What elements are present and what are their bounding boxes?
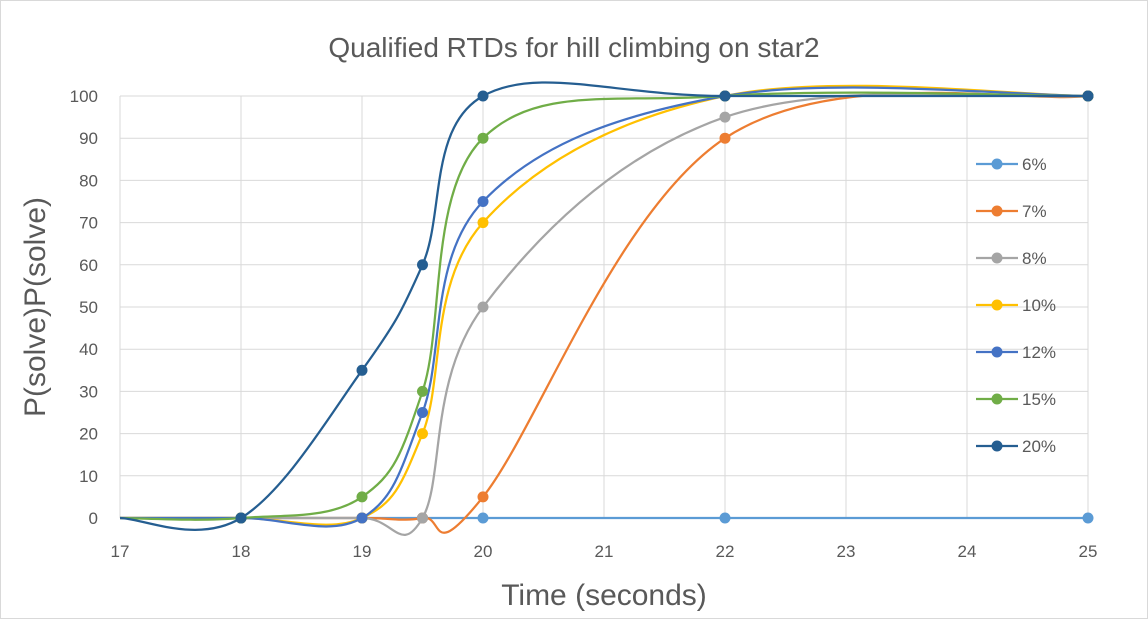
data-point bbox=[417, 385, 428, 397]
legend-item: 10% bbox=[976, 296, 1056, 315]
data-point bbox=[477, 217, 489, 229]
data-point bbox=[417, 428, 428, 440]
y-tick-label: 10 bbox=[79, 467, 98, 486]
y-tick-label: 70 bbox=[79, 214, 98, 233]
legend-item: 12% bbox=[976, 343, 1056, 362]
y-tick-label: 60 bbox=[79, 256, 98, 275]
legend-item: 8% bbox=[976, 249, 1047, 268]
y-tick-label: 80 bbox=[79, 171, 98, 190]
data-point bbox=[719, 111, 731, 123]
y-axis-ticks: 0 10 20 30 40 50 60 70 80 90 100 bbox=[70, 87, 98, 528]
y-tick-label: 100 bbox=[70, 87, 98, 106]
y-tick-label: 90 bbox=[79, 129, 98, 148]
data-point bbox=[477, 512, 489, 524]
legend-swatch-marker bbox=[991, 205, 1003, 217]
y-axis-title: P(solve)P(solve) bbox=[19, 197, 52, 417]
legend-label: 7% bbox=[1022, 202, 1047, 221]
x-tick-label: 23 bbox=[837, 542, 856, 561]
x-tick-label: 19 bbox=[353, 542, 372, 561]
data-point bbox=[719, 90, 731, 102]
x-tick-label: 20 bbox=[474, 542, 493, 561]
x-tick-label: 18 bbox=[232, 542, 251, 561]
data-point bbox=[477, 196, 489, 207]
legend-label: 15% bbox=[1022, 390, 1056, 409]
series-line bbox=[119, 91, 1089, 521]
y-tick-label: 50 bbox=[79, 298, 98, 317]
x-tick-label: 17 bbox=[111, 542, 130, 561]
legend-label: 8% bbox=[1022, 249, 1047, 268]
x-axis-title: Time (seconds) bbox=[501, 579, 707, 612]
data-point bbox=[477, 491, 489, 503]
chart-title: Qualified RTDs for hill climbing on star… bbox=[328, 32, 819, 63]
series-4 bbox=[120, 84, 1094, 526]
y-tick-label: 30 bbox=[79, 382, 98, 401]
legend-swatch-marker bbox=[991, 299, 1003, 311]
series-group bbox=[119, 81, 1094, 536]
x-tick-label: 21 bbox=[595, 542, 614, 561]
legend-swatch-marker bbox=[991, 346, 1003, 358]
gridlines bbox=[119, 95, 1089, 519]
y-tick-label: 0 bbox=[89, 509, 98, 528]
legend-swatch-marker bbox=[991, 252, 1003, 264]
data-point bbox=[356, 512, 368, 524]
y-tick-label: 40 bbox=[79, 340, 98, 359]
y-tick-label: 20 bbox=[79, 425, 98, 444]
series-line bbox=[119, 81, 1088, 531]
data-point bbox=[477, 90, 489, 102]
data-point bbox=[1082, 512, 1094, 524]
x-tick-label: 24 bbox=[958, 542, 977, 561]
legend-item: 6% bbox=[976, 155, 1047, 174]
data-point bbox=[356, 491, 368, 503]
legend-label: 20% bbox=[1022, 437, 1056, 456]
legend-swatch-marker bbox=[991, 393, 1003, 405]
series-3 bbox=[120, 90, 1094, 536]
legend-item: 15% bbox=[976, 390, 1056, 409]
series-2 bbox=[120, 90, 1094, 534]
data-point bbox=[235, 512, 247, 524]
data-point bbox=[356, 364, 368, 376]
data-point bbox=[719, 512, 731, 524]
x-tick-label: 25 bbox=[1079, 542, 1098, 561]
series-7 bbox=[119, 81, 1094, 531]
legend-label: 10% bbox=[1022, 296, 1056, 315]
data-point bbox=[1082, 90, 1094, 102]
legend-item: 20% bbox=[976, 437, 1056, 456]
legend-label: 6% bbox=[1022, 155, 1047, 174]
data-point bbox=[417, 512, 428, 524]
data-point bbox=[719, 132, 731, 144]
x-axis-ticks: 17 18 19 20 21 22 23 24 25 bbox=[111, 542, 1098, 561]
legend: 6% 7% 8% 10% 12% 15% 20% bbox=[976, 155, 1056, 456]
data-point bbox=[417, 407, 428, 418]
legend-swatch-marker bbox=[991, 440, 1003, 452]
legend-item: 7% bbox=[976, 202, 1047, 221]
legend-label: 12% bbox=[1022, 343, 1056, 362]
legend-swatch-marker bbox=[991, 158, 1003, 170]
data-point bbox=[417, 259, 428, 271]
data-point bbox=[477, 132, 489, 144]
series-line bbox=[120, 92, 1089, 536]
x-tick-label: 22 bbox=[716, 542, 735, 561]
series-line bbox=[120, 86, 1089, 528]
data-point bbox=[477, 301, 489, 313]
